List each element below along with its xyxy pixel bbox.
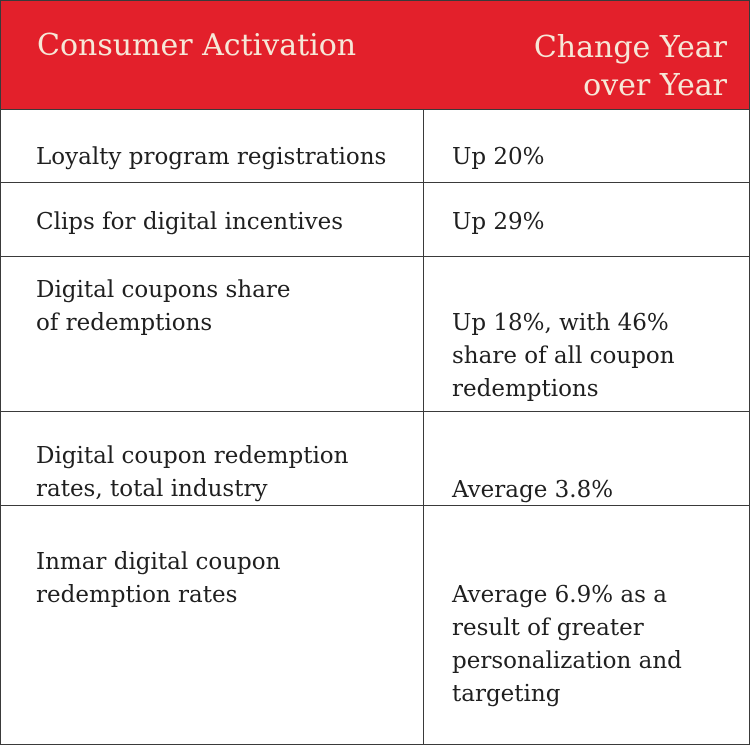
row-metric: Digital coupon redemption rates, total i… bbox=[36, 443, 349, 502]
table-header: Consumer Activation Change Year over Yea… bbox=[1, 1, 749, 109]
table-row: Digital coupon redemption rates, total i… bbox=[1, 411, 749, 506]
row-metric: Loyalty program registrations bbox=[36, 144, 387, 170]
table-row: Loyalty program registrations Up 20% bbox=[1, 109, 749, 183]
header-change-year-over-year: Change Year over Year bbox=[533, 30, 727, 103]
table-row: Inmar digital coupon redemption rates Av… bbox=[1, 505, 749, 745]
row-change: Up 29% bbox=[452, 209, 545, 235]
table-row: Digital coupons share of redemptions Up … bbox=[1, 256, 749, 412]
row-metric: Clips for digital incentives bbox=[36, 209, 344, 235]
row-metric: Inmar digital coupon redemption rates bbox=[36, 549, 281, 608]
header-consumer-activation: Consumer Activation bbox=[37, 28, 357, 63]
row-metric: Digital coupons share of redemptions bbox=[36, 277, 291, 336]
row-change: Average 3.8% bbox=[452, 477, 614, 503]
column-divider bbox=[423, 109, 424, 744]
row-change: Average 6.9% as a result of greater pers… bbox=[452, 582, 682, 707]
row-change: Up 20% bbox=[452, 144, 545, 170]
row-change: Up 18%, with 46% share of all coupon red… bbox=[452, 310, 675, 402]
table-row: Clips for digital incentives Up 29% bbox=[1, 182, 749, 257]
